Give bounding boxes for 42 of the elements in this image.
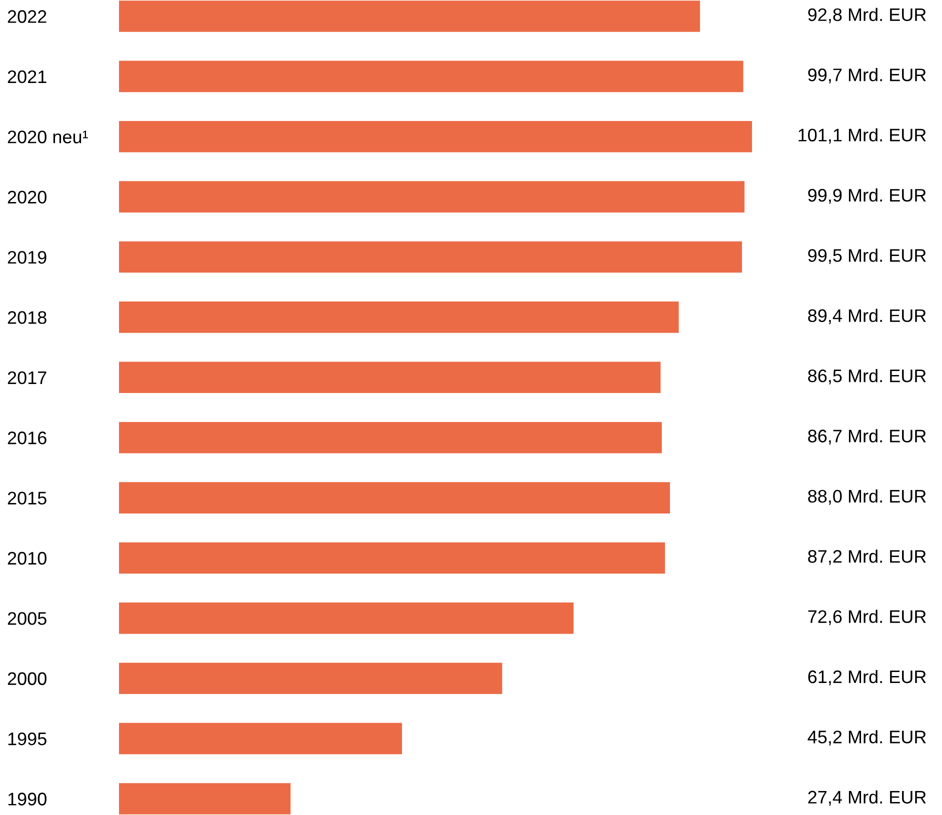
y-tick-label: 2016: [8, 432, 46, 444]
data-label: 72,6 Mrd. EUR: [808, 610, 926, 626]
data-label: 45,2 Mrd. EUR: [808, 730, 926, 746]
y-tick-label: 2017: [8, 371, 46, 384]
data-label: 92,8 Mrd. EUR: [808, 8, 926, 24]
y-tick-label: 2019: [8, 250, 46, 264]
bar: [119, 422, 662, 454]
y-tick-label: 1990: [8, 792, 46, 806]
y-tick-label: 2018: [8, 311, 46, 324]
y-tick-label: 1995: [8, 732, 46, 746]
bar: [119, 362, 661, 394]
y-tick-label: 2010: [8, 552, 46, 565]
bar: [119, 542, 665, 574]
bar: [119, 0, 700, 32]
bar: [119, 722, 402, 754]
y-tick-label: 2020: [8, 190, 46, 204]
data-label: 87,2 Mrd. EUR: [808, 550, 926, 565]
bar: [119, 181, 744, 212]
data-label: 99,7 Mrd. EUR: [808, 68, 926, 84]
data-label: 99,5 Mrd. EUR: [808, 248, 926, 264]
data-label: 61,2 Mrd. EUR: [808, 670, 926, 686]
data-label: 99,9 Mrd. EUR: [808, 188, 926, 204]
y-tick-label: 2005: [8, 612, 46, 625]
data-label: 86,7 Mrd. EUR: [808, 429, 926, 445]
y-tick-label: 2015: [8, 492, 46, 505]
bar: [119, 241, 742, 273]
y-tick-label: 2000: [8, 672, 46, 686]
data-label: 89,4 Mrd. EUR: [808, 308, 926, 324]
data-label: 88,0 Mrd. EUR: [808, 489, 926, 505]
bar: [119, 120, 752, 152]
bar: [119, 602, 574, 634]
bar: [119, 482, 670, 514]
data-label: 101,1 Mrd. EUR: [798, 128, 926, 144]
y-tick-label: 2022: [8, 10, 46, 23]
y-tick-label: 2021: [8, 70, 46, 84]
bar: [119, 302, 679, 333]
data-label: 86,5 Mrd. EUR: [808, 368, 926, 384]
bar: [119, 662, 502, 694]
data-label: 27,4 Mrd. EUR: [808, 790, 926, 806]
bar: [119, 60, 744, 92]
bar: [119, 783, 291, 814]
y-tick-label: 2020 neu¹: [8, 130, 88, 144]
